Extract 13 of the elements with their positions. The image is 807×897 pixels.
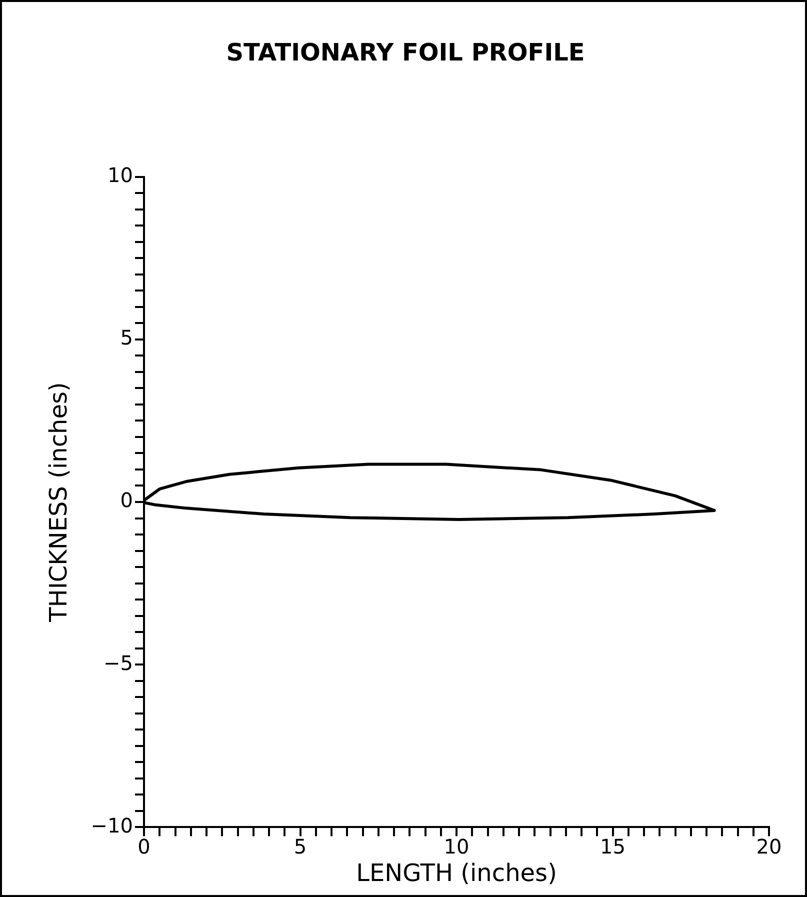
x-tick-label: 10	[444, 834, 470, 858]
x-tick-label: 0	[138, 834, 150, 858]
x-tick-label: 5	[294, 834, 307, 858]
y-tick-label: −10	[90, 813, 134, 838]
x-axis-title: LENGTH (inches)	[356, 858, 557, 887]
y-tick-label: 0	[120, 488, 134, 512]
x-tick-label: 15	[600, 834, 626, 858]
chart-title: STATIONARY FOIL PROFILE	[226, 38, 585, 67]
y-tick-label: 10	[108, 163, 134, 188]
y-tick-label: −5	[104, 650, 134, 675]
y-tick-label: 5	[120, 326, 134, 350]
y-axis-title: THICKNESS (inches)	[44, 382, 73, 623]
x-tick-label: 20	[756, 834, 782, 858]
